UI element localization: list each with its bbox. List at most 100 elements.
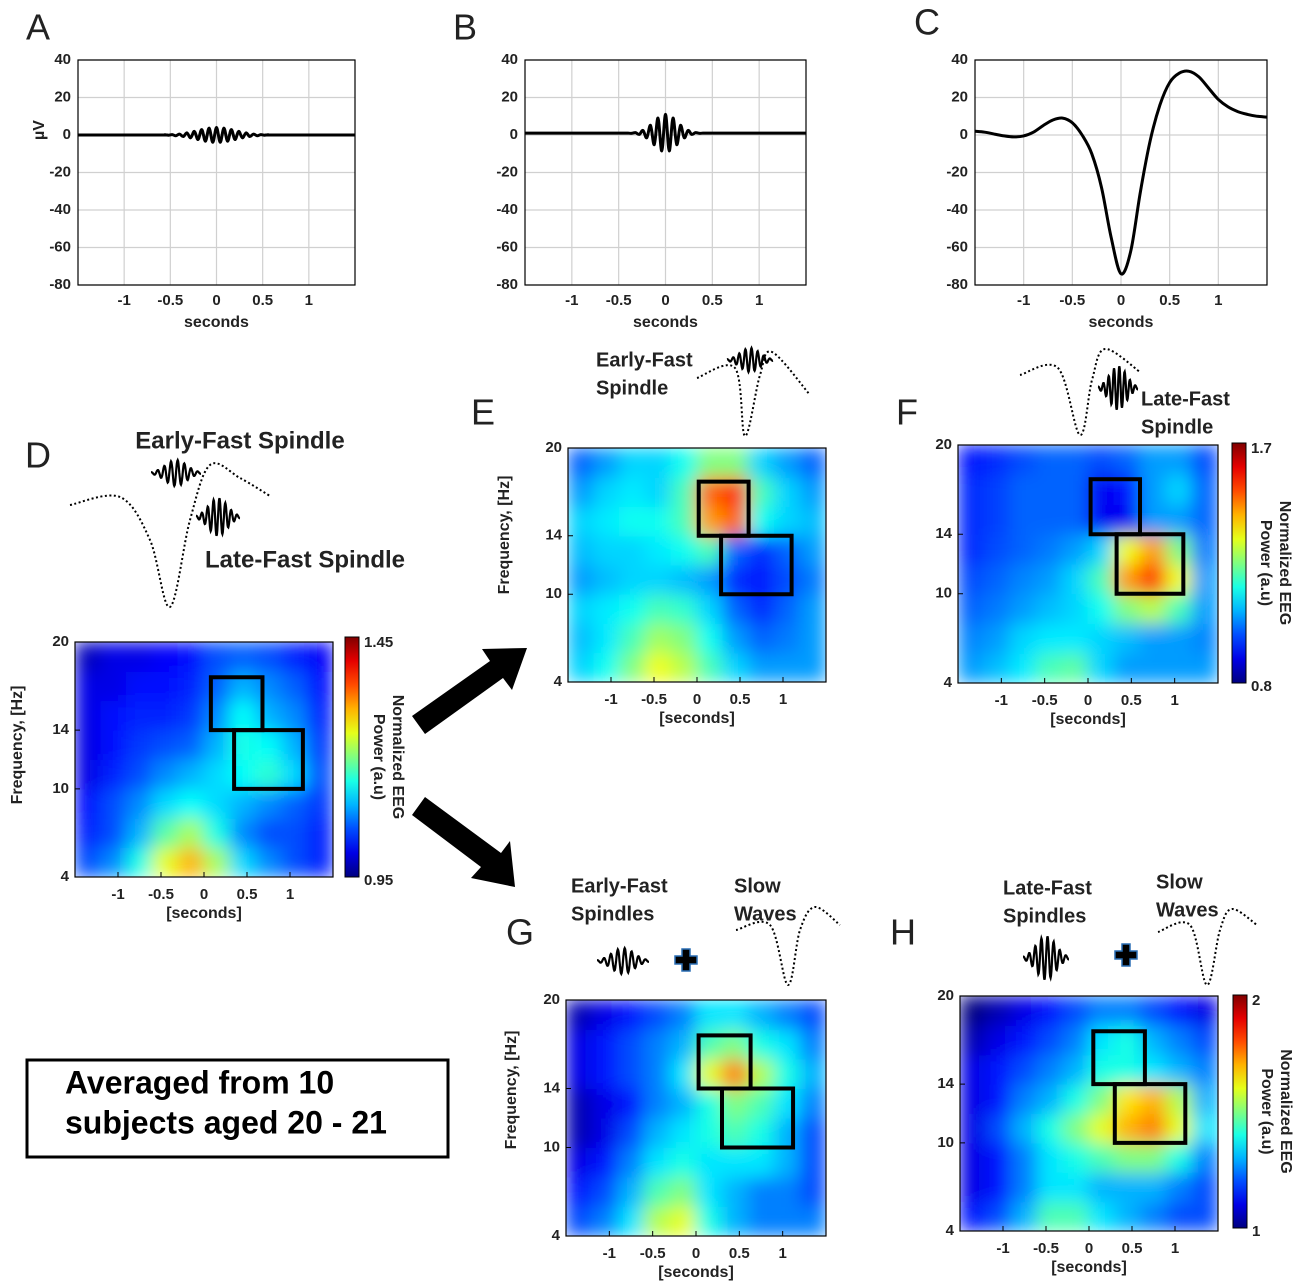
colorbar-label: Power (a.u) xyxy=(1258,1068,1275,1154)
heatmap-cell xyxy=(643,1117,671,1148)
waveform xyxy=(78,125,355,144)
heatmap-cell xyxy=(1036,1171,1064,1203)
heatmap-cell xyxy=(151,847,179,877)
heatmap-cell xyxy=(591,1088,619,1119)
heatmap-cell xyxy=(1114,1142,1142,1173)
heatmap-cell xyxy=(306,759,333,790)
heatmap-cell xyxy=(1139,474,1167,505)
heatmap-cell xyxy=(1140,1201,1167,1231)
heatmap-cell xyxy=(1036,996,1064,1026)
x-tick-label: -0.5 xyxy=(641,691,667,708)
heatmap-cell xyxy=(591,1000,619,1030)
heatmap-cell xyxy=(643,1147,671,1178)
x-tick-label: -0.5 xyxy=(1033,1240,1059,1257)
heatmap-cell xyxy=(1114,1113,1142,1144)
heatmap-cell xyxy=(100,817,128,849)
y-tick-label: -20 xyxy=(496,163,518,180)
heatmap-cell xyxy=(644,623,672,654)
x-tick-label: -1 xyxy=(996,1240,1009,1257)
heatmap-cell xyxy=(669,1206,697,1236)
heatmap-cell xyxy=(1165,1171,1193,1203)
heatmap-cell xyxy=(721,1206,749,1236)
x-tick-label: 1 xyxy=(779,691,787,708)
heatmap-cell xyxy=(151,759,179,790)
heatmap-cell xyxy=(799,1029,826,1060)
heatmap-cell xyxy=(670,506,698,537)
heatmap-cell xyxy=(203,847,231,877)
heatmap-cell xyxy=(1191,1024,1218,1056)
arrow xyxy=(412,648,527,734)
heatmap-cell xyxy=(151,642,179,672)
heatmap-cell xyxy=(255,729,282,760)
heatmap-cell xyxy=(1035,593,1063,624)
panel-label: H xyxy=(890,912,916,953)
heatmap-cell xyxy=(1061,533,1089,565)
x-tick-label: 0.5 xyxy=(252,292,273,309)
heatmap-cell xyxy=(1036,1054,1064,1085)
panel-label: D xyxy=(25,435,51,476)
colorbar-tick-label: 1.45 xyxy=(364,634,393,651)
heatmap-cell xyxy=(644,652,672,682)
heatmap-cells xyxy=(566,1000,826,1236)
heatmap-cell xyxy=(722,535,750,566)
heatmap-cell xyxy=(773,1206,801,1236)
y-tick-label: 40 xyxy=(951,51,968,68)
heatmap-cell xyxy=(1113,593,1141,624)
panel-label: B xyxy=(453,7,477,48)
heatmap-cell xyxy=(958,623,985,654)
heatmap-cell xyxy=(1088,1083,1116,1114)
heatmap-cell xyxy=(568,476,595,507)
heatmap-cell xyxy=(126,847,153,877)
heatmap-cell xyxy=(255,700,282,731)
x-tick-label: 0 xyxy=(1084,692,1092,709)
x-tick-label: -0.5 xyxy=(1059,292,1085,309)
colorbar xyxy=(344,636,360,878)
colorbar-tick-label: 0.95 xyxy=(364,872,393,889)
heatmap-cell xyxy=(799,506,826,537)
heatmap-cell xyxy=(960,1083,987,1114)
heatmap-cell xyxy=(177,700,205,731)
colorbar-tick-label: 1 xyxy=(1252,1223,1260,1240)
heatmap-cell xyxy=(669,1029,697,1060)
heatmap-cell xyxy=(773,535,801,566)
heatmap-cell xyxy=(799,476,826,507)
heatmap-cell xyxy=(960,1201,987,1231)
heatmap-cell xyxy=(958,533,985,565)
annotation: Waves xyxy=(734,903,797,925)
heatmap-cell xyxy=(983,474,1011,505)
heatmap-cell xyxy=(721,1176,749,1207)
x-tick-label: -1 xyxy=(565,292,578,309)
caption-line: subjects aged 20 - 21 xyxy=(65,1104,387,1140)
heatmap-cell xyxy=(591,1117,619,1148)
heatmap-cell xyxy=(799,1117,826,1148)
heatmap-cell xyxy=(100,788,128,819)
heatmap-cell xyxy=(721,1000,749,1030)
heatmap-cell xyxy=(255,847,282,877)
heatmap-cell xyxy=(985,1171,1013,1203)
heatmap-cell xyxy=(748,476,775,507)
heatmap-cell xyxy=(593,506,621,537)
heatmap-cell xyxy=(1061,445,1089,476)
colorbar-label: Normalized EEG xyxy=(1276,501,1293,625)
heatmap-cell xyxy=(1036,1024,1064,1056)
x-tick-label: -0.5 xyxy=(606,292,632,309)
spindle-icon xyxy=(195,496,241,538)
heatmap-cell xyxy=(177,759,205,790)
heatmap-cell xyxy=(591,1058,619,1089)
heatmap-cell xyxy=(1009,445,1037,476)
heatmap-cell xyxy=(669,1117,697,1148)
heatmap-cell xyxy=(1011,1024,1038,1056)
heatmap-cell xyxy=(721,1088,749,1119)
slow-wave-icon xyxy=(735,906,841,987)
heatmap-cell xyxy=(1114,1171,1142,1203)
heatmap-cell xyxy=(773,1000,801,1030)
x-tick-label: 0.5 xyxy=(702,292,723,309)
heatmap-cell xyxy=(617,1147,645,1178)
heatmap-cell xyxy=(773,448,801,478)
heatmap-cell xyxy=(568,564,595,595)
heatmap-cell xyxy=(1139,533,1167,565)
heatmap-cell xyxy=(306,788,333,819)
heatmap-cell xyxy=(1011,1113,1038,1144)
x-axis-label: [seconds] xyxy=(659,710,735,727)
x-tick-label: 1 xyxy=(778,1245,786,1262)
